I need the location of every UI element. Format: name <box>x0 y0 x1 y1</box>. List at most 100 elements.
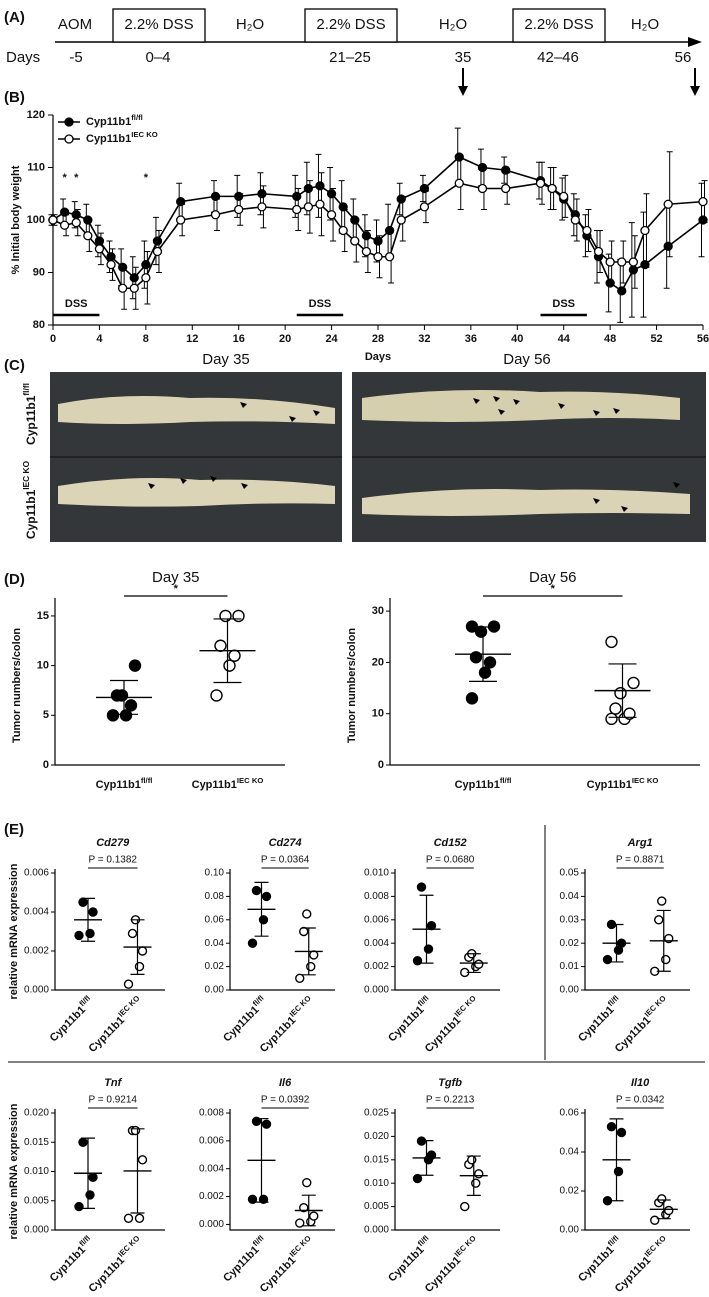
period-label: DSS <box>552 298 575 310</box>
x-tick-label: 8 <box>143 333 149 345</box>
data-point <box>119 709 133 722</box>
y-tick-label: 10 <box>372 708 384 720</box>
y-tick-label: 0.010 <box>364 868 389 879</box>
x-tick-label: Cyp11b1IEC KO <box>84 1233 146 1295</box>
marker <box>48 215 58 225</box>
days-label: Days <box>6 49 40 66</box>
significance-star: * <box>62 172 67 184</box>
marker <box>303 202 314 212</box>
day-label: 0–4 <box>145 49 170 66</box>
data-point <box>309 950 319 960</box>
y-tick-label: 30 <box>372 605 384 617</box>
marker <box>663 199 673 209</box>
y-tick-label: 100 <box>27 214 45 226</box>
data-point <box>299 926 309 937</box>
axes <box>54 1109 165 1231</box>
y-tick-label: 0.000 <box>364 985 389 996</box>
data-point <box>416 882 427 892</box>
y-axis-label: Tumor numbers/colon <box>11 628 23 744</box>
marker <box>234 204 244 215</box>
chart-title: Cd274 <box>269 837 302 849</box>
marker <box>535 178 546 188</box>
y-tick-label: 0.01 <box>560 961 580 972</box>
y-tick-label: 0.04 <box>560 1147 580 1158</box>
data-point <box>467 1155 477 1165</box>
data-point <box>134 1213 145 1224</box>
day-label: 56 <box>675 49 692 66</box>
data-point <box>664 1205 674 1216</box>
y-tick-label: 0 <box>43 759 49 771</box>
sampling-arrowhead <box>690 86 700 96</box>
data-point <box>74 930 84 941</box>
marker <box>315 199 325 209</box>
treatment-label: H₂O <box>236 16 264 33</box>
y-tick-label: 0.010 <box>364 1178 389 1189</box>
treatment-label: AOM <box>58 16 92 33</box>
sd-bar <box>130 1128 145 1214</box>
data-point <box>623 707 636 720</box>
x-tick-label: Cyp11b1fl/fl <box>574 993 625 1044</box>
data-point <box>474 1169 484 1179</box>
significance-star: * <box>144 172 149 184</box>
y-tick-label: 0.008 <box>199 1108 224 1119</box>
data-point <box>74 1201 84 1212</box>
data-point <box>128 659 142 672</box>
marker <box>303 183 314 194</box>
axes <box>389 598 700 766</box>
chart-title: Il10 <box>631 1077 650 1089</box>
data-point <box>460 1201 470 1212</box>
x-tick-label: 56 <box>697 333 709 345</box>
marker <box>83 231 93 241</box>
y-tick-label: 0.005 <box>24 1195 49 1206</box>
treatment-label: 2.2% DSS <box>124 16 193 33</box>
data-point <box>251 1116 262 1127</box>
data-point <box>302 909 312 919</box>
marker <box>350 236 360 246</box>
y-tick-label: 0.000 <box>199 1219 224 1230</box>
marker <box>129 273 139 283</box>
marker <box>210 210 221 220</box>
day-label: 42–46 <box>537 49 579 66</box>
marker <box>176 215 186 225</box>
x-tick-label: Cyp11b1IEC KO <box>587 776 659 791</box>
y-tick-label: 0.002 <box>24 946 49 957</box>
day-label: -5 <box>69 49 82 66</box>
data-point <box>137 1155 148 1165</box>
y-tick-label: 0 <box>378 759 384 771</box>
y-tick-label: 20 <box>372 656 384 668</box>
colon-tissue <box>362 489 690 516</box>
data-point <box>295 1218 305 1228</box>
data-point <box>465 692 479 705</box>
y-tick-label: 0.02 <box>205 961 225 972</box>
data-point <box>471 1178 481 1188</box>
chart-title: Tnf <box>104 1077 122 1089</box>
marker <box>559 191 569 202</box>
y-tick-label: 0.004 <box>199 1163 224 1174</box>
x-axis-label: Days <box>365 351 391 363</box>
sd-bar <box>130 919 145 975</box>
colon-tissue <box>58 396 335 424</box>
y-tick-label: 0.05 <box>560 868 580 879</box>
marker <box>292 204 302 215</box>
panel-label: (C) <box>4 357 25 374</box>
marker <box>628 257 639 267</box>
marker <box>210 191 221 202</box>
data-point <box>474 625 488 638</box>
treatment-box <box>112 8 206 43</box>
y-tick-label: 0.006 <box>364 914 389 925</box>
significance-star: * <box>174 583 179 595</box>
y-tick-label: 0.000 <box>24 985 49 996</box>
y-tick-label: 0.015 <box>24 1137 49 1148</box>
data-point <box>223 659 236 672</box>
panel-label: (B) <box>4 89 25 106</box>
axes <box>229 869 335 991</box>
marker <box>141 273 151 283</box>
marker <box>338 202 348 212</box>
sd-bar <box>419 1140 434 1176</box>
marker <box>326 189 337 199</box>
y-tick-label: 0.04 <box>205 938 225 949</box>
y-tick-label: 0.006 <box>199 1135 224 1146</box>
panel-label: (E) <box>4 821 24 838</box>
axes <box>54 598 285 766</box>
panel-label: (D) <box>4 571 25 588</box>
